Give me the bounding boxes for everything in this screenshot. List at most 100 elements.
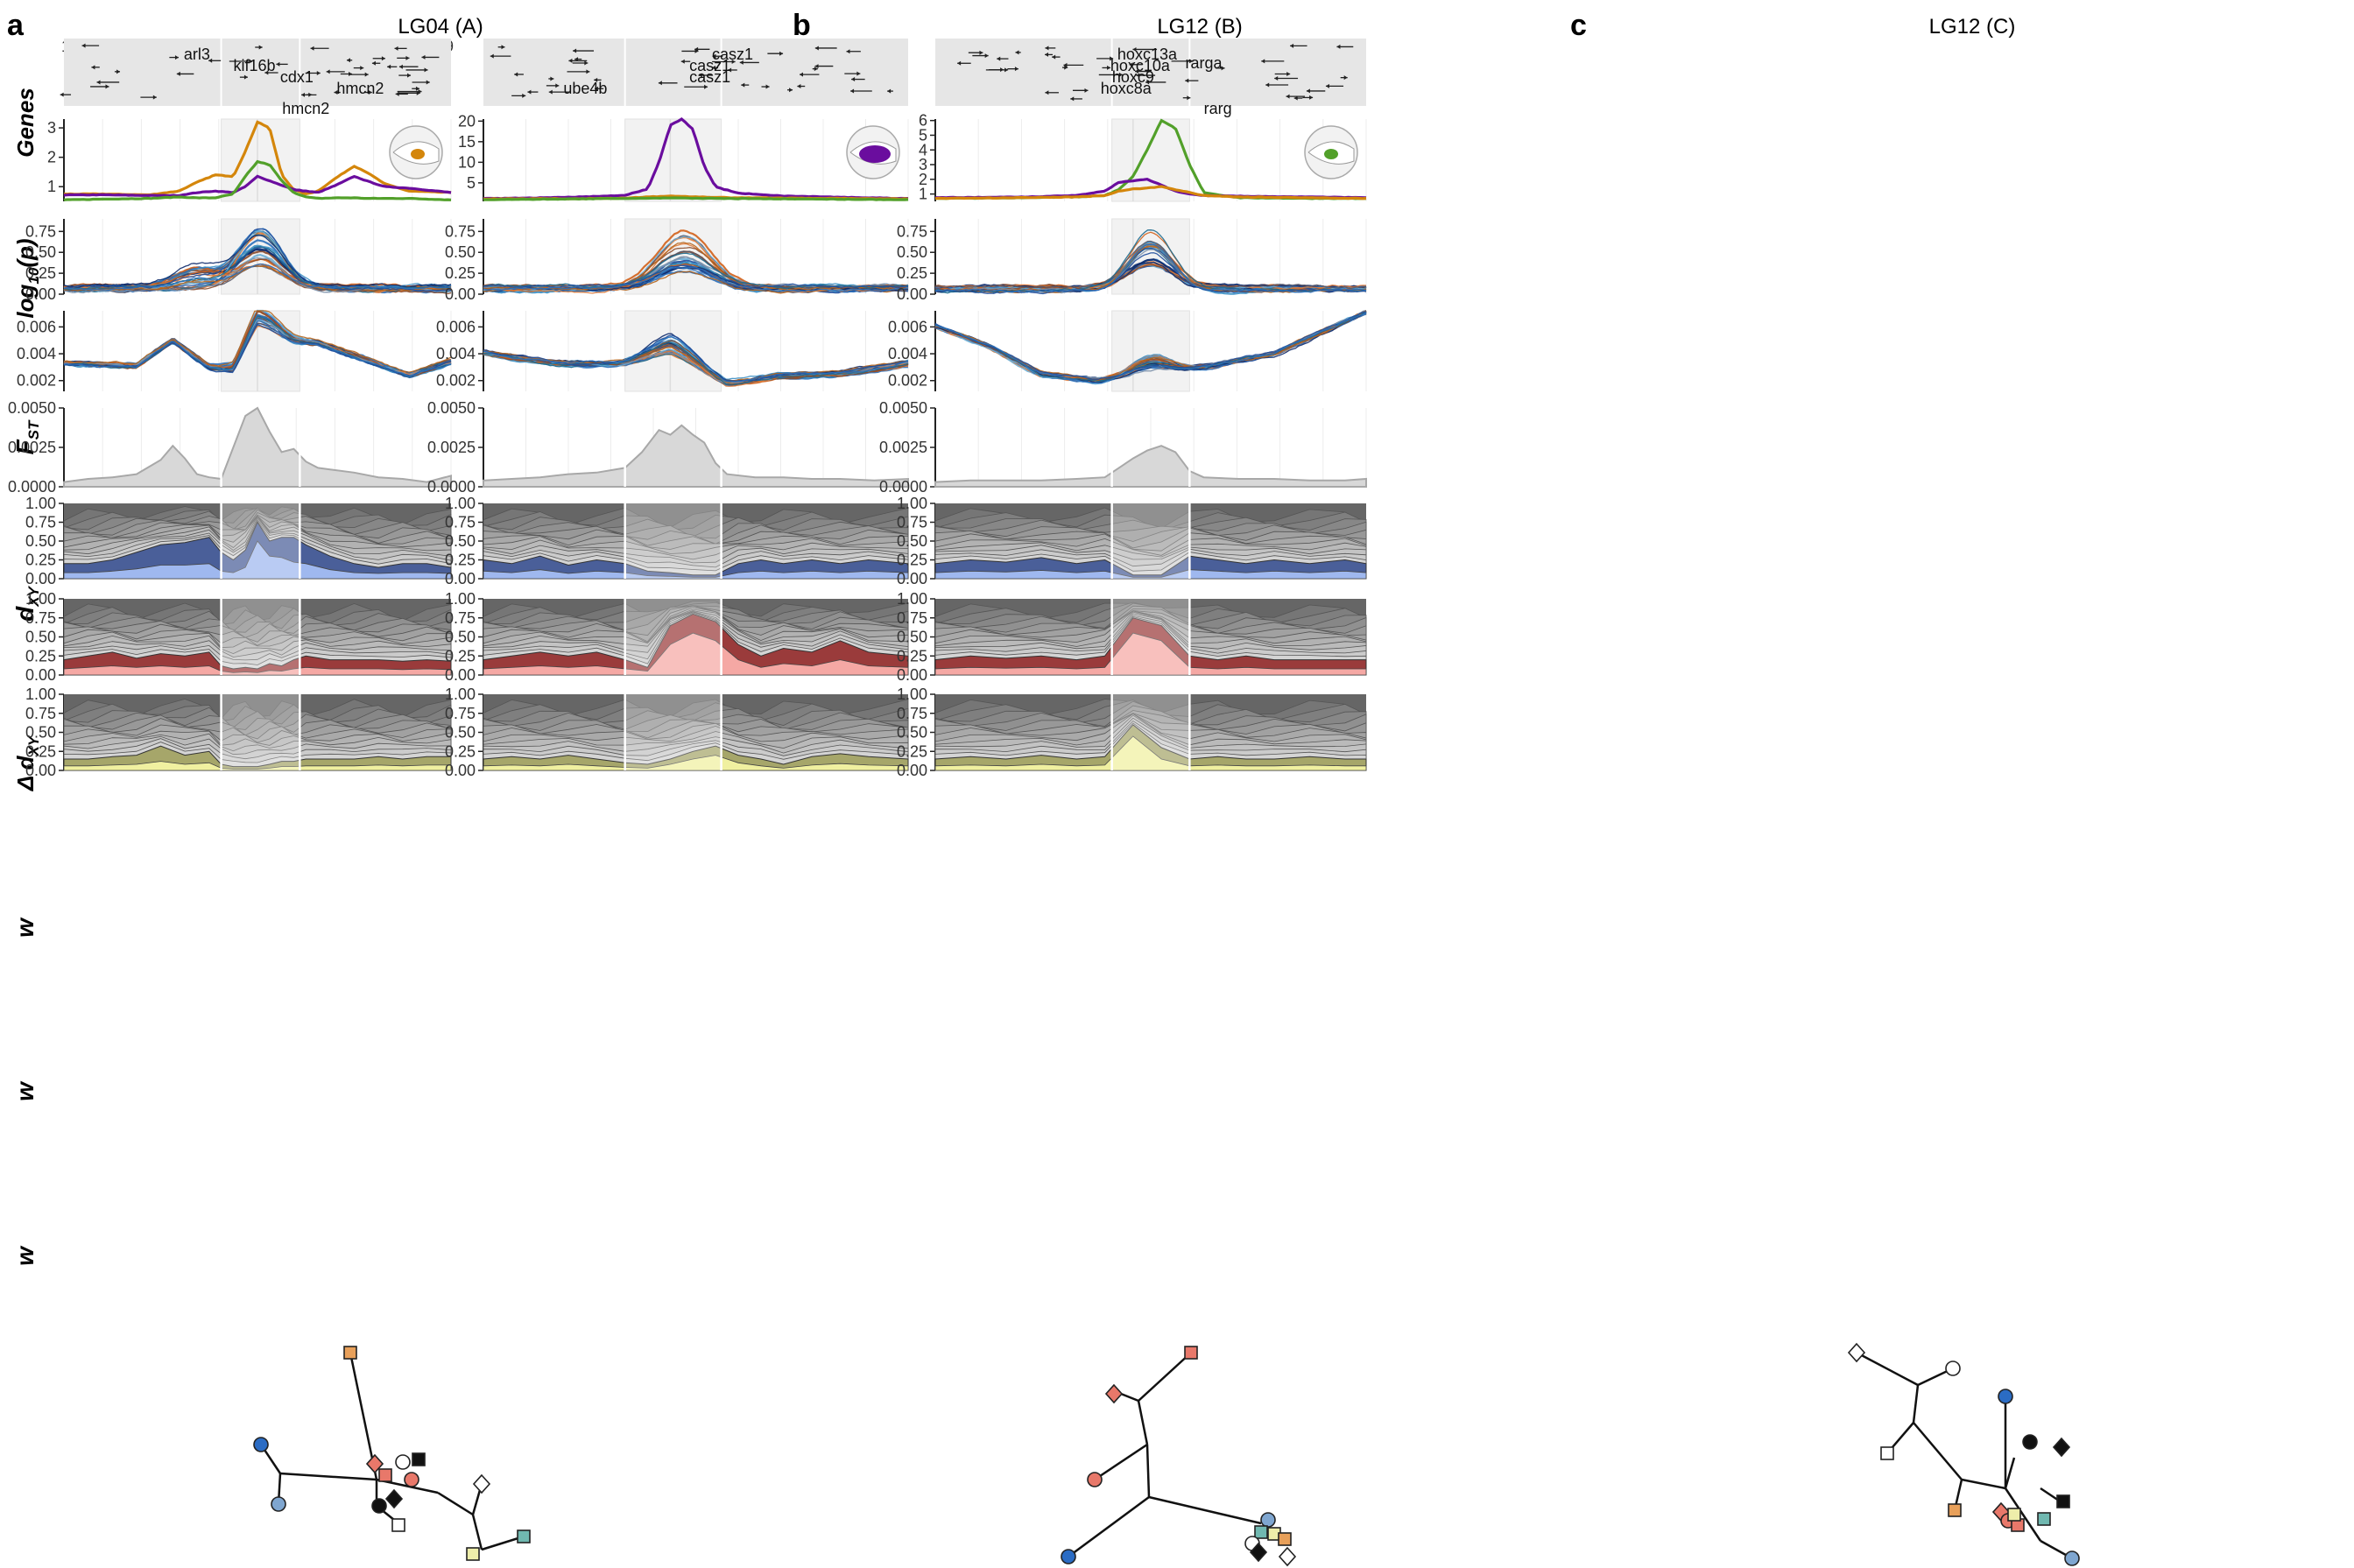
series-line	[483, 252, 909, 290]
gene-arrow-head	[846, 49, 850, 54]
gene-label: arl3	[184, 46, 210, 63]
tree-tip	[365, 1453, 384, 1474]
y-tick-label: 0.25	[897, 647, 927, 664]
gene-arrow-head	[1185, 78, 1189, 83]
tree-tip	[1184, 1346, 1198, 1360]
gene-arrow-head	[310, 46, 314, 51]
tree-branch	[1094, 1443, 1148, 1481]
gene-arrow-head	[550, 76, 554, 81]
w-highlight	[1111, 599, 1190, 675]
row-label-w2: w	[11, 1080, 39, 1101]
y-tick-label: 0.50	[25, 724, 56, 742]
gene-arrow-head	[364, 72, 369, 77]
gene-arrow-head	[1290, 43, 1294, 48]
y-tick-label: 0.25	[445, 647, 476, 664]
tree-tip	[2052, 1437, 2071, 1458]
gene-arrow-head	[1118, 72, 1123, 77]
gene-arrow-head	[1015, 50, 1019, 55]
tree-c	[1847, 1342, 2080, 1566]
plots-layer: 11.311.411.511.611.711.811.9arl3kif16bcd…	[8, 38, 1367, 779]
series-line	[63, 235, 452, 289]
tree-tip	[378, 1468, 392, 1482]
gene-arrow-head	[527, 89, 532, 95]
gene-arrow-head	[1286, 71, 1291, 76]
y-tick-label: 5	[467, 174, 476, 192]
tree-b	[1061, 1346, 1297, 1567]
gene-arrow-head	[1129, 62, 1133, 67]
gene-label: casz1	[689, 57, 730, 74]
tree-tip	[1104, 1383, 1124, 1404]
tree-tip	[1880, 1446, 1894, 1460]
tree-tip	[1847, 1342, 1866, 1363]
logp-series-line	[63, 174, 452, 198]
gene-arrow-head	[1045, 52, 1049, 57]
svg-text:dXY: dXY	[11, 585, 42, 621]
y-tick-label: 0.00	[445, 285, 476, 303]
gene-arrow-head	[594, 86, 598, 91]
y-tick-label: 1.00	[445, 686, 476, 703]
gene-label: hmcn2	[282, 100, 329, 117]
gene-arrow-head	[1293, 95, 1298, 101]
y-tick-label: 0.0025	[8, 439, 56, 456]
series-line	[483, 341, 909, 385]
tree-tip	[384, 1488, 404, 1509]
gene-arrow-head	[316, 70, 321, 75]
tree-tip	[2056, 1494, 2070, 1508]
y-tick-label: 0.75	[897, 514, 927, 531]
y-tick-label: 0.00	[897, 666, 927, 684]
gene-arrow-head	[851, 77, 856, 82]
gene-arrow-head	[334, 90, 338, 95]
tree-a	[253, 1346, 531, 1561]
row-label-genes-text: Genes	[12, 88, 39, 158]
gene-arrow-head	[850, 88, 855, 94]
y-tick-label: 0.50	[445, 629, 476, 646]
series-line	[63, 263, 452, 292]
tree-tip	[472, 1473, 491, 1494]
tree-tip	[1278, 1546, 1297, 1567]
y-tick-label: 0.00	[25, 666, 56, 684]
gene-arrow-head	[814, 67, 818, 72]
gene-arrow-head	[522, 93, 526, 98]
y-tick-label: 1.00	[897, 495, 927, 512]
y-tick-label: 0.00	[897, 285, 927, 303]
w-highlight	[221, 694, 300, 770]
tree-tip	[1249, 1542, 1268, 1563]
panel-title-b: LG12 (B)	[1157, 15, 1242, 39]
gene-arrow-head	[1014, 67, 1018, 72]
fish-inset-highlight	[1324, 149, 1338, 159]
w-highlight	[624, 503, 722, 579]
y-tick-label: 0.25	[897, 742, 927, 760]
y-tick-label: 0.004	[888, 345, 927, 362]
gene-arrow-head	[779, 51, 784, 56]
y-tick-label: 1	[47, 178, 56, 195]
y-tick-label: 0.25	[25, 742, 56, 760]
y-tick-label: 4	[919, 141, 927, 158]
y-tick-label: 0.75	[445, 222, 476, 240]
tree-tip	[2007, 1508, 2021, 1522]
tree-tip	[517, 1529, 531, 1543]
tree-branch	[471, 1514, 483, 1550]
tree-branch	[1856, 1351, 1919, 1387]
gene-label: hoxc13a	[1117, 46, 1178, 63]
ddxy-area	[483, 424, 909, 488]
gene-arrow-head	[1145, 80, 1150, 85]
w3-text: w	[11, 1245, 39, 1266]
y-tick-label: 0.006	[17, 318, 56, 335]
gene-arrow-head	[1261, 59, 1265, 64]
y-tick-label: 2	[47, 149, 56, 166]
gene-arrow-head	[694, 48, 699, 53]
y-tick-label: 0.75	[25, 609, 56, 627]
gene-arrow-head	[1070, 96, 1075, 102]
panel-letter-b: b	[793, 9, 811, 42]
gene-arrow-head	[797, 84, 801, 89]
gene-arrow-head	[1274, 75, 1279, 81]
tree-tip	[343, 1346, 357, 1360]
row-label-fst: FST	[11, 419, 42, 454]
gene-arrow-head	[60, 92, 64, 97]
panel-title-a: LG04 (A)	[398, 15, 483, 39]
gene-arrow-head	[368, 90, 372, 95]
y-tick-label: 0.50	[445, 243, 476, 261]
y-tick-label: 0.004	[436, 345, 476, 362]
gene-arrow-head	[1084, 88, 1089, 93]
gene-arrow-head	[979, 50, 983, 55]
